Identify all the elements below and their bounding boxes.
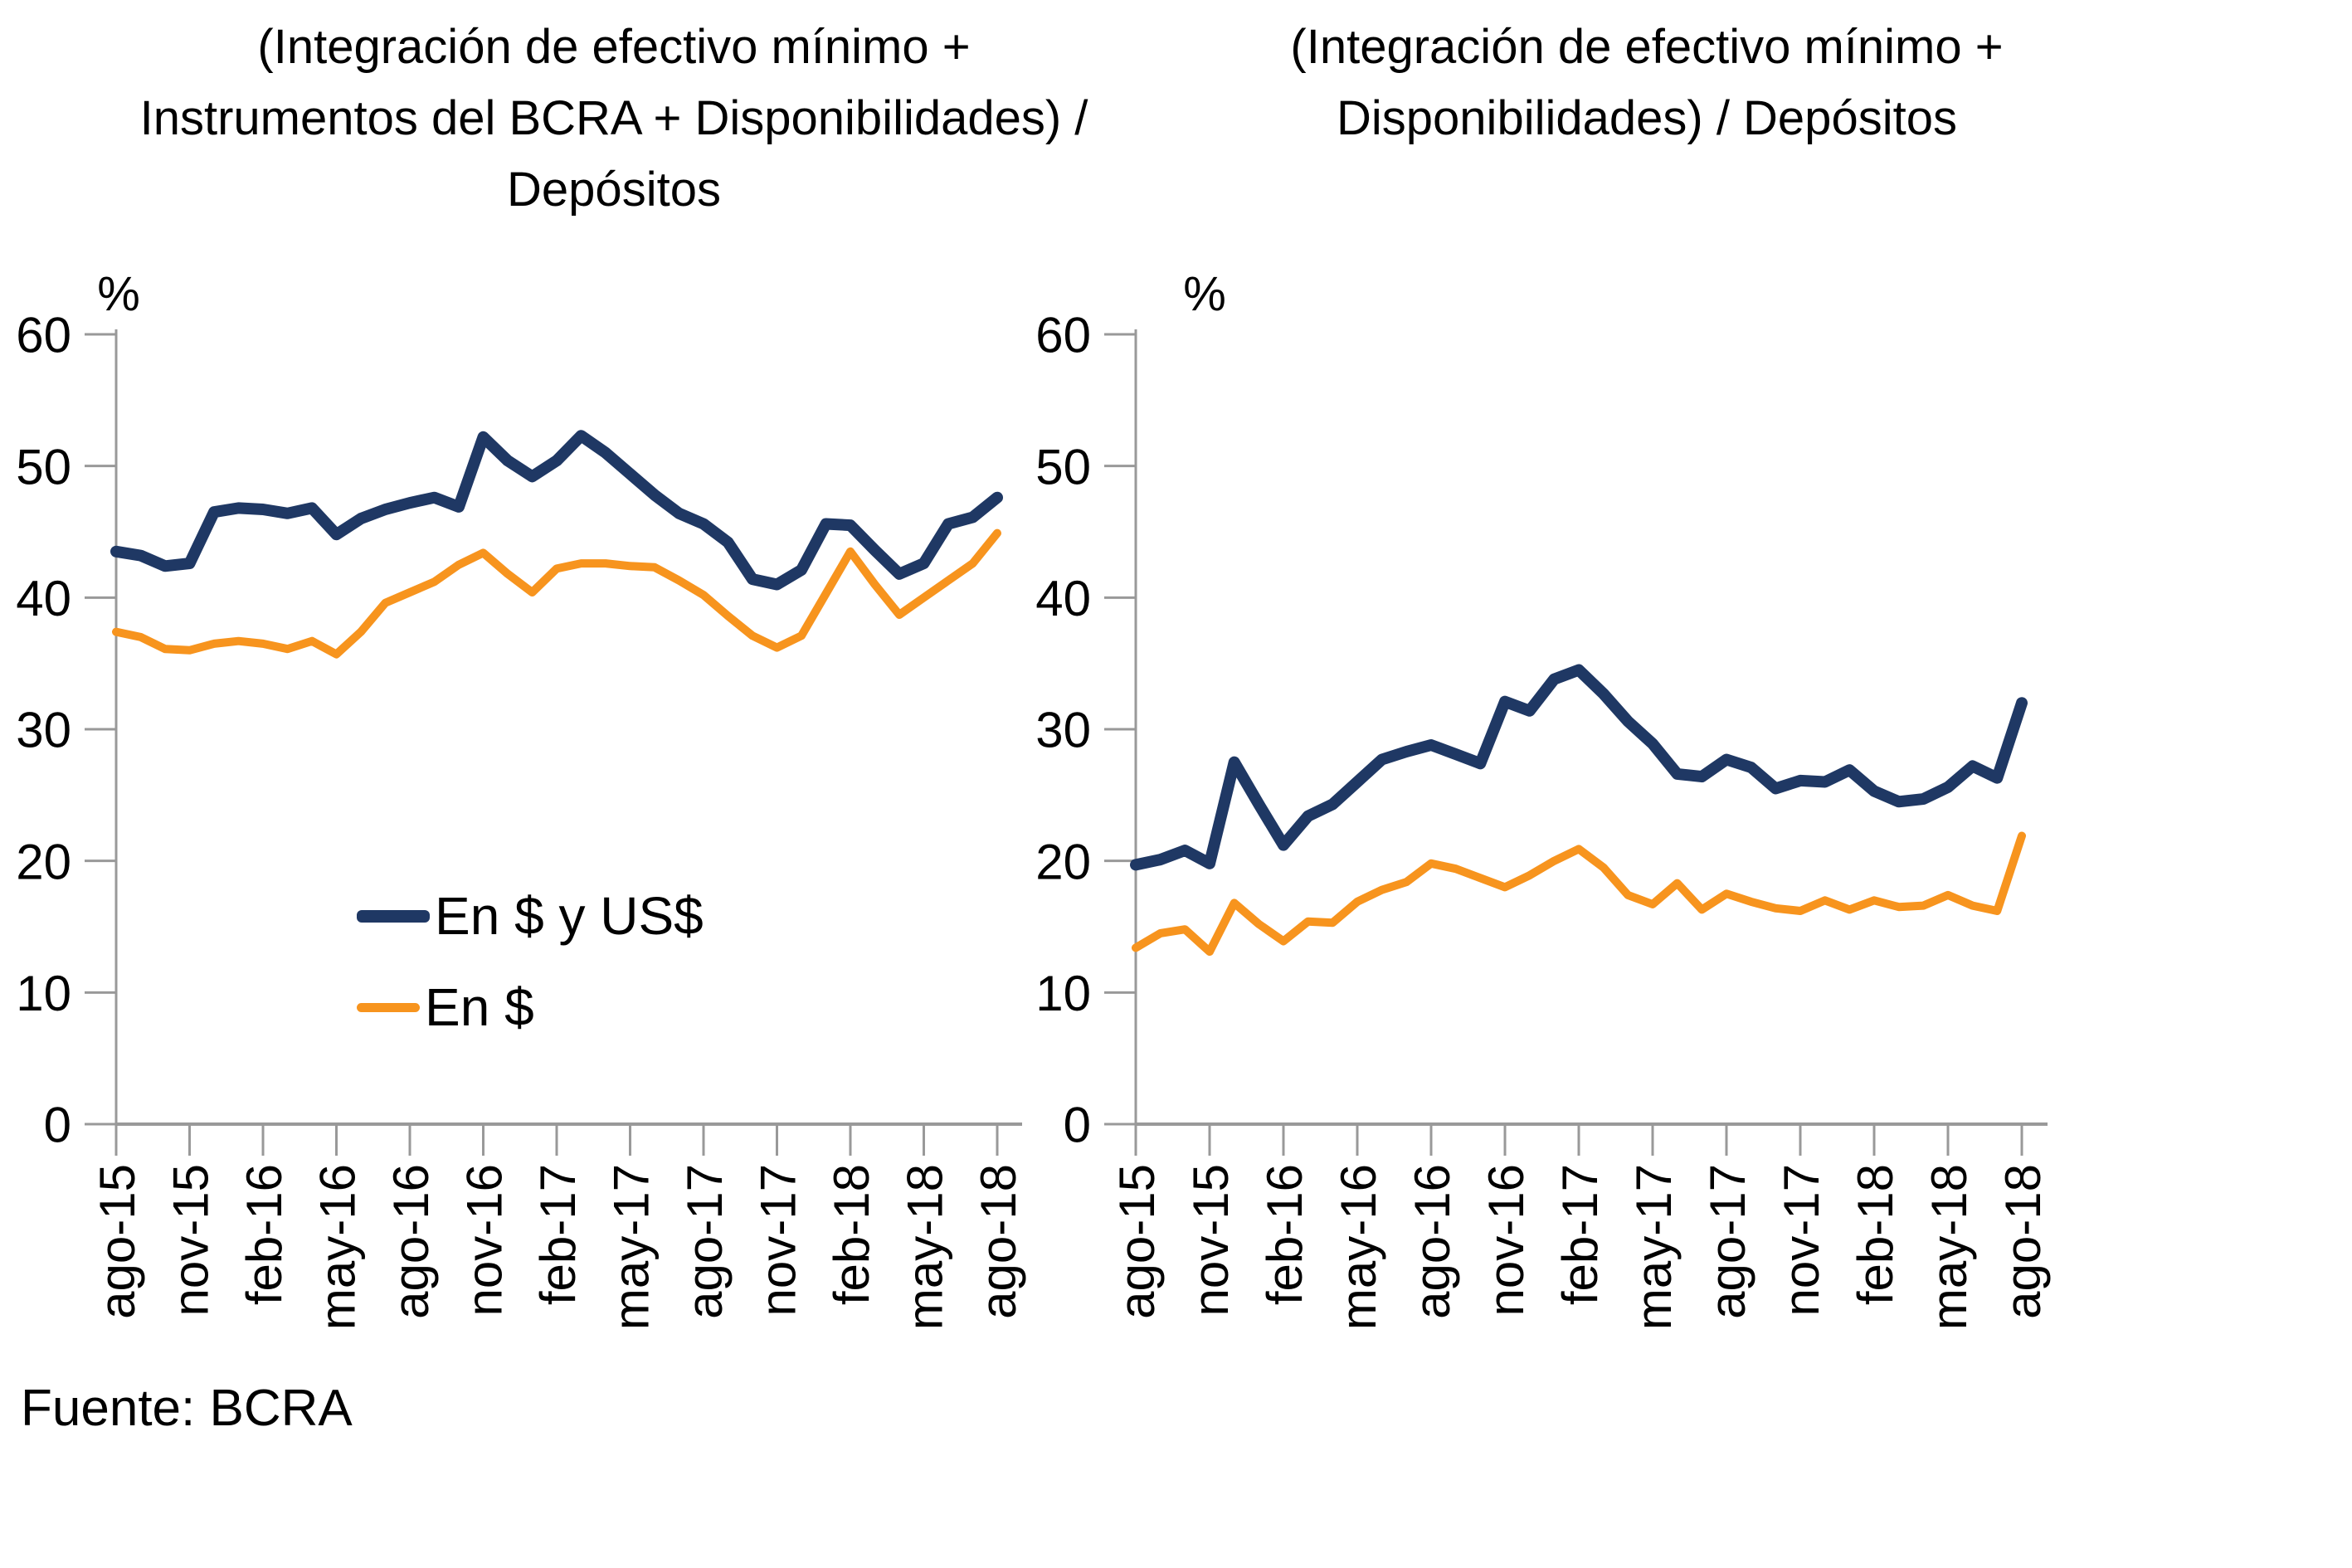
legend-item-en-pesos-y-dolares: En $ y US$ bbox=[357, 878, 704, 954]
y-axis-tick-label: 20 bbox=[1035, 834, 1091, 889]
chart-left-plot: 0 10 20 30 40 50 60% ago-15 nov-15 feb-16 may-16 ag… bbox=[16, 267, 1026, 1330]
x-axis-tick-label: feb-17 bbox=[1552, 1164, 1608, 1305]
y-axis-tick-label: 20 bbox=[16, 834, 71, 889]
legend-label: En $ y US$ bbox=[435, 886, 704, 946]
x-axis-tick-label: ago-17 bbox=[1700, 1164, 1755, 1319]
x-axis-tick-label: ago-18 bbox=[971, 1164, 1026, 1319]
x-axis-tick-label: may-18 bbox=[898, 1164, 953, 1330]
x-axis-tick-label: ago-16 bbox=[383, 1164, 439, 1319]
x-axis-tick-label: may-18 bbox=[1921, 1164, 1977, 1330]
chart-right-plot: 0 10 20 30 40 50 60% ago-15 nov-15 feb-16 may-16 ag… bbox=[1035, 267, 2051, 1330]
legend-label: En $ bbox=[425, 977, 534, 1037]
y-axis-tick-label: 60 bbox=[16, 308, 71, 363]
y-axis-tick-label: 40 bbox=[16, 571, 71, 626]
y-axis-tick-label: 30 bbox=[1035, 703, 1091, 758]
x-axis-tick-label: may-17 bbox=[1626, 1164, 1682, 1330]
x-axis-tick-label: nov-17 bbox=[751, 1164, 806, 1316]
y-axis-unit-label: % bbox=[97, 267, 140, 321]
y-axis-tick-label: 0 bbox=[44, 1098, 71, 1153]
chart-left-title: (Integración de efectivo mínimo + Instru… bbox=[139, 20, 1088, 217]
x-axis-tick-label: feb-18 bbox=[824, 1164, 879, 1305]
x-axis-tick-label: nov-15 bbox=[163, 1164, 219, 1316]
x-axis-tick-label: nov-15 bbox=[1183, 1164, 1239, 1316]
source-note: Fuente: BCRA bbox=[21, 1380, 353, 1437]
x-axis-tick-label: ago-15 bbox=[1109, 1164, 1165, 1319]
y-axis-tick-label: 0 bbox=[1064, 1098, 1091, 1153]
x-axis-tick-label: ago-15 bbox=[90, 1164, 145, 1319]
y-axis-tick-label: 10 bbox=[1035, 966, 1091, 1021]
x-axis-tick-label: may-16 bbox=[310, 1164, 366, 1330]
series-line-en bbox=[1132, 831, 2026, 957]
x-axis-tick-label: nov-16 bbox=[1478, 1164, 1534, 1316]
x-axis-tick-label: ago-17 bbox=[677, 1164, 733, 1319]
legend-line-sample-navy-icon bbox=[357, 909, 430, 923]
x-axis-tick-label: ago-18 bbox=[1995, 1164, 2051, 1319]
x-axis-tick-label: feb-17 bbox=[530, 1164, 586, 1305]
chart-right-title: (Integración de efectivo mínimo + Dispon… bbox=[1290, 20, 2004, 145]
x-axis-tick-label: ago-16 bbox=[1405, 1164, 1460, 1319]
series-line-en bbox=[112, 528, 1001, 659]
x-axis-tick-label: feb-16 bbox=[236, 1164, 292, 1305]
y-axis-tick-label: 10 bbox=[16, 966, 71, 1021]
legend-item-en-pesos: En $ bbox=[357, 969, 704, 1045]
x-axis-tick-label: feb-16 bbox=[1257, 1164, 1312, 1305]
x-axis-tick-label: may-16 bbox=[1331, 1164, 1386, 1330]
legend-line-sample-orange-icon bbox=[357, 1002, 420, 1012]
y-axis-tick-label: 50 bbox=[1035, 439, 1091, 494]
series-line-en-y-us bbox=[110, 430, 1003, 591]
y-axis-tick-label: 30 bbox=[16, 703, 71, 758]
x-axis-tick-label: nov-16 bbox=[457, 1164, 513, 1316]
y-axis-tick-label: 50 bbox=[16, 439, 71, 494]
y-axis-unit-label: % bbox=[1183, 267, 1226, 321]
series-line-en-y-us bbox=[1130, 664, 2028, 871]
y-axis-tick-label: 40 bbox=[1035, 571, 1091, 626]
x-axis-tick-label: nov-17 bbox=[1774, 1164, 1829, 1316]
x-axis-tick-label: feb-18 bbox=[1848, 1164, 1903, 1305]
x-axis-tick-label: may-17 bbox=[604, 1164, 660, 1330]
y-axis-tick-label: 60 bbox=[1035, 308, 1091, 363]
legend: En $ y US$ En $ bbox=[357, 878, 704, 1045]
